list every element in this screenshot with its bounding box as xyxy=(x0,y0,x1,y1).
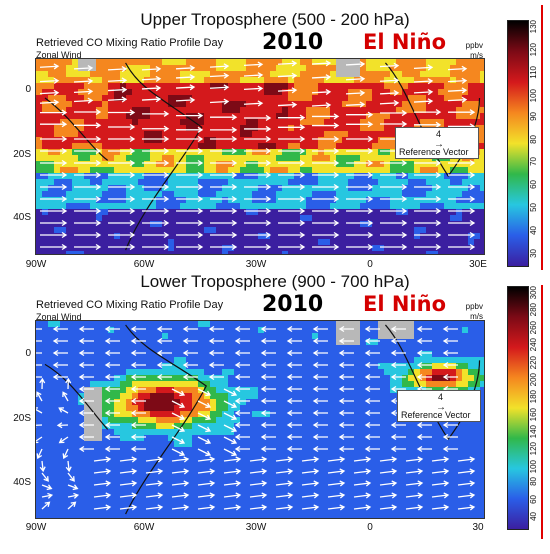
lower-event-label: El Niño xyxy=(363,292,447,316)
colorbar-tick-label: 60 xyxy=(529,494,538,504)
upper-wind-label: Zonal Wind xyxy=(36,50,82,60)
upper-ytick-2: 40S xyxy=(13,212,31,223)
upper-year: 2010 xyxy=(262,30,324,55)
reference-arrow-icon: → xyxy=(434,139,444,150)
upper-panel-title: Upper Troposphere (500 - 200 hPa) xyxy=(140,10,410,29)
colorbar-tick-label: 100 xyxy=(529,459,538,474)
lower-panel-title: Lower Troposphere (900 - 700 hPa) xyxy=(140,272,410,291)
lower-xtick-4: 30 xyxy=(472,522,484,533)
upper-xtick-1: 60W xyxy=(133,259,155,270)
colorbar-tick-label: 110 xyxy=(529,65,538,79)
colorbar-tick-label: 240 xyxy=(529,338,538,352)
lower-year: 2010 xyxy=(262,292,324,317)
upper-xtick-3: 0 xyxy=(367,259,373,270)
upper-event-label: El Niño xyxy=(363,30,447,54)
colorbar-tick-label: 70 xyxy=(529,157,538,167)
lower-co-map xyxy=(35,320,485,519)
co-field-cells xyxy=(36,321,484,518)
lower-ytick-2: 40S xyxy=(13,477,31,488)
upper-colorbar xyxy=(507,20,529,267)
colorbar-tick-label: 140 xyxy=(529,425,538,439)
upper-unit-ppbv: ppbv xyxy=(465,41,483,50)
lower-ref-label: Reference Vector xyxy=(401,410,471,420)
lower-ref-value: 4 xyxy=(438,392,444,402)
colorbar-tick-label: 130 xyxy=(529,20,538,34)
colorbar-tick-label: 40 xyxy=(529,226,538,235)
upper-xtick-0: 90W xyxy=(25,259,47,270)
upper-co-map xyxy=(35,58,485,255)
upper-red-marker-line xyxy=(541,5,543,270)
lower-ytick-1: 20S xyxy=(13,413,31,424)
colorbar-tick-label: 300 xyxy=(529,286,538,300)
lower-red-marker-line xyxy=(541,285,543,539)
colorbar-tick-label: 160 xyxy=(529,407,538,422)
upper-ytick-1: 20S xyxy=(13,149,31,160)
colorbar-tick-label: 100 xyxy=(529,88,538,103)
upper-ref-label: Reference Vector xyxy=(399,147,469,157)
lower-wind-label: Zonal Wind xyxy=(36,312,82,322)
colorbar-tick-label: 30 xyxy=(529,249,538,258)
lower-reference-vector-box: 4 → Reference Vector xyxy=(397,390,481,422)
colorbar-tick-label: 60 xyxy=(529,180,538,190)
upper-xtick-2: 30W xyxy=(245,259,267,270)
colorbar-tick-label: 50 xyxy=(529,203,538,213)
lower-xtick-1: 60W xyxy=(133,522,155,533)
upper-xtick-4: 30E xyxy=(469,259,487,270)
colorbar-tick-label: 260 xyxy=(529,320,538,335)
lower-unit-ms: m/s xyxy=(470,312,483,321)
colorbar-tick-label: 80 xyxy=(529,134,538,144)
colorbar-tick-label: 220 xyxy=(529,355,538,369)
upper-unit-ms: m/s xyxy=(470,51,483,60)
upper-subtitle: Retrieved CO Mixing Ratio Profile Day xyxy=(36,37,224,49)
colorbar-tick-label: 280 xyxy=(529,303,538,317)
lower-subtitle: Retrieved CO Mixing Ratio Profile Day xyxy=(36,299,224,311)
upper-reference-vector-box: 4 → Reference Vector xyxy=(395,127,479,159)
colorbar-tick-label: 120 xyxy=(529,442,538,456)
lower-xtick-0: 90W xyxy=(25,522,47,533)
lower-unit-ppbv: ppbv xyxy=(465,302,483,311)
colorbar-tick-label: 200 xyxy=(529,372,538,387)
wind-streamlines xyxy=(36,325,476,511)
coastline xyxy=(44,62,481,251)
colorbar-tick-label: 120 xyxy=(529,42,538,57)
colorbar-tick-label: 180 xyxy=(529,390,538,404)
colorbar-tick-label: 90 xyxy=(529,111,538,121)
colorbar-tick-label: 80 xyxy=(529,477,538,487)
lower-xtick-3: 0 xyxy=(367,522,373,533)
lower-ytick-0: 0 xyxy=(25,348,31,359)
upper-ref-value: 4 xyxy=(436,129,442,139)
upper-ytick-0: 0 xyxy=(25,84,31,95)
lower-xtick-2: 30W xyxy=(245,522,267,533)
lower-colorbar xyxy=(507,286,529,530)
colorbar-tick-label: 40 xyxy=(529,512,538,521)
reference-arrow-icon: → xyxy=(436,402,446,413)
wind-streamlines xyxy=(39,60,476,251)
